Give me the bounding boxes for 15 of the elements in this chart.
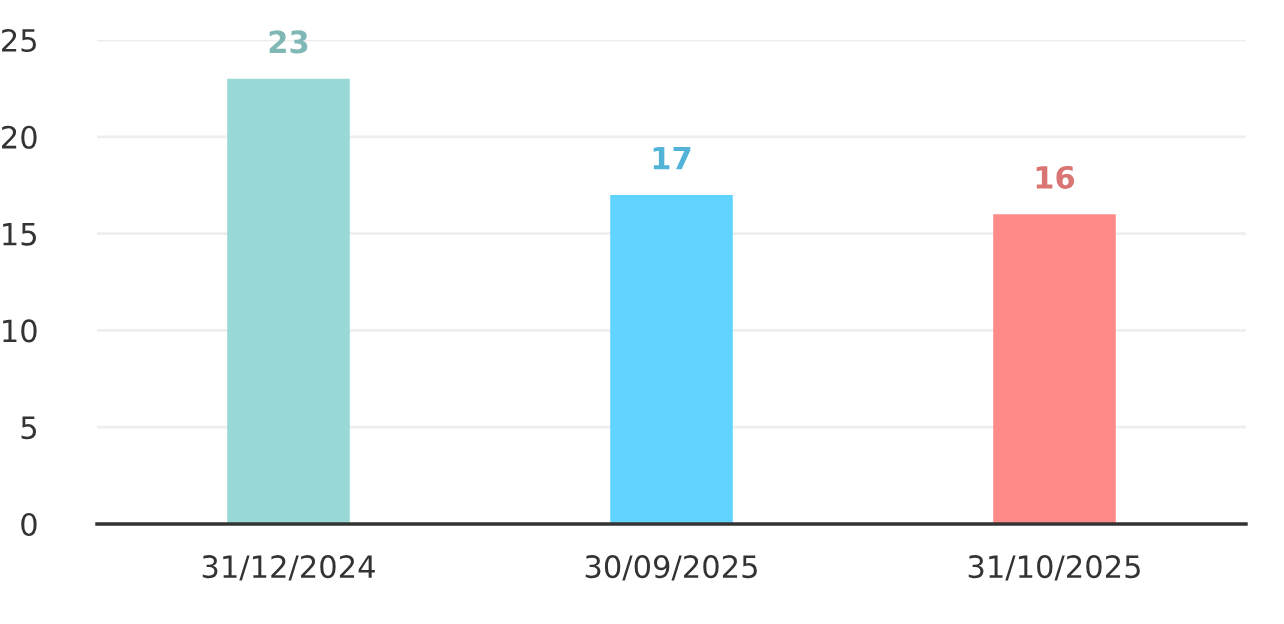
- bar: [227, 78, 350, 524]
- bar: [993, 214, 1116, 524]
- data-label: 16: [1036, 165, 1075, 189]
- y-tick-label: 15: [3, 222, 36, 246]
- bar: [610, 194, 733, 524]
- x-tick-label: 31/12/2024: [202, 555, 375, 581]
- data-label: 23: [269, 30, 308, 54]
- y-tick-label: 25: [2, 28, 36, 53]
- x-tick-label: 31/10/2025: [968, 555, 1140, 581]
- y-tick-label: 20: [2, 125, 37, 149]
- y-tick-label: 0: [21, 512, 37, 537]
- x-tick-label: 30/09/2025: [585, 555, 757, 581]
- y-tick-label: 5: [21, 416, 36, 440]
- data-label: 17: [653, 146, 691, 170]
- y-tick-label: 10: [3, 319, 37, 343]
